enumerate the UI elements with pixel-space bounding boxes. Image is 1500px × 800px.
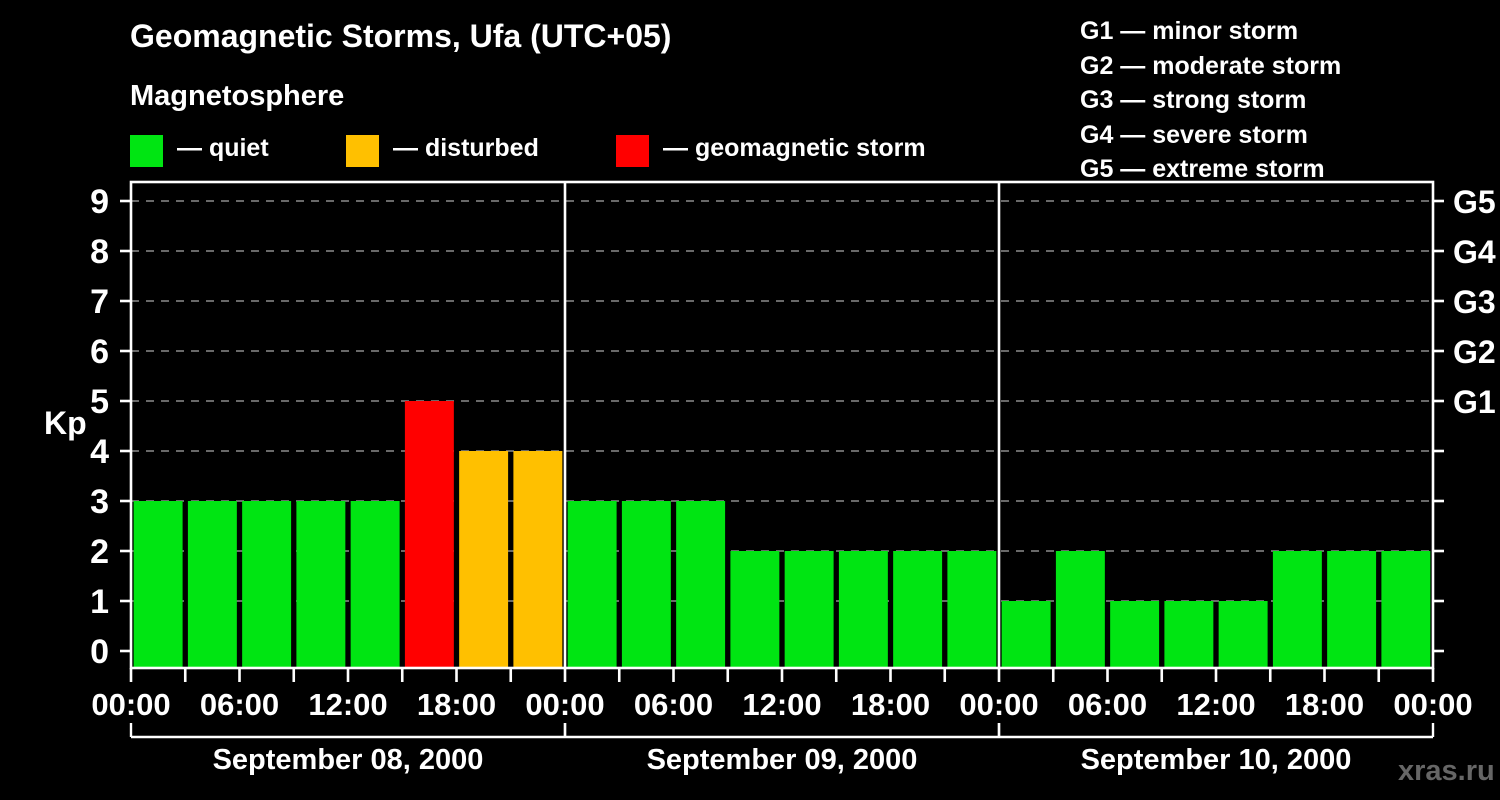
svg-text:12:00: 12:00 — [742, 687, 821, 722]
svg-text:00:00: 00:00 — [1393, 687, 1472, 722]
svg-text:06:00: 06:00 — [200, 687, 279, 722]
svg-text:G1: G1 — [1453, 384, 1496, 420]
svg-text:3: 3 — [90, 483, 109, 521]
svg-text:06:00: 06:00 — [1068, 687, 1147, 722]
svg-text:2: 2 — [90, 533, 109, 571]
svg-text:September 09, 2000: September 09, 2000 — [647, 744, 918, 776]
svg-text:00:00: 00:00 — [959, 687, 1038, 722]
svg-text:12:00: 12:00 — [308, 687, 387, 722]
svg-text:6: 6 — [90, 333, 109, 371]
svg-text:G3: G3 — [1453, 284, 1496, 320]
svg-text:7: 7 — [90, 283, 109, 321]
svg-text:G4: G4 — [1453, 234, 1496, 270]
svg-text:18:00: 18:00 — [1285, 687, 1364, 722]
svg-text:G5: G5 — [1453, 184, 1496, 220]
svg-text:18:00: 18:00 — [417, 687, 496, 722]
svg-text:0: 0 — [90, 633, 109, 671]
svg-text:4: 4 — [90, 433, 109, 471]
svg-text:1: 1 — [90, 583, 109, 621]
svg-text:G2: G2 — [1453, 334, 1496, 370]
svg-text:9: 9 — [90, 183, 109, 221]
svg-text:00:00: 00:00 — [525, 687, 604, 722]
svg-text:September 08, 2000: September 08, 2000 — [213, 744, 484, 776]
svg-text:18:00: 18:00 — [851, 687, 930, 722]
svg-text:06:00: 06:00 — [634, 687, 713, 722]
svg-text:8: 8 — [90, 233, 109, 271]
svg-text:00:00: 00:00 — [91, 687, 170, 722]
svg-text:12:00: 12:00 — [1176, 687, 1255, 722]
svg-text:5: 5 — [90, 383, 109, 421]
svg-text:September 10, 2000: September 10, 2000 — [1081, 744, 1352, 776]
